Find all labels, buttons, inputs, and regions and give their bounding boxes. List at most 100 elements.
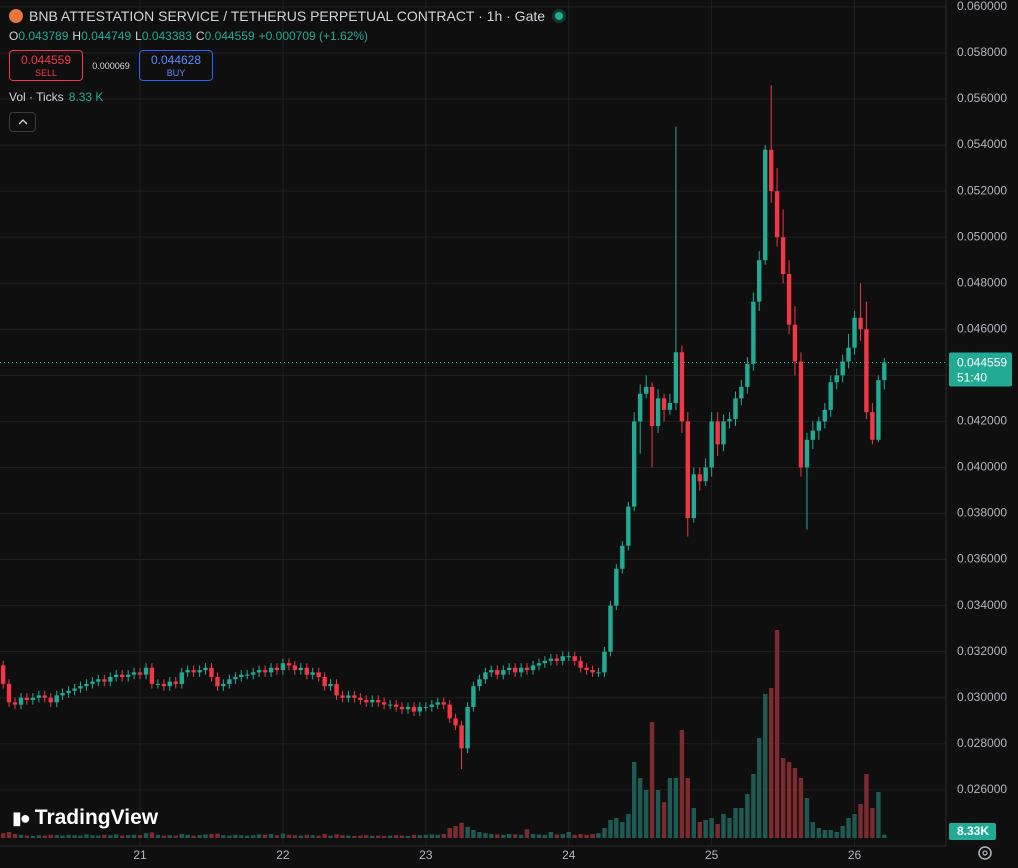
volume-bar xyxy=(233,834,238,838)
candle-body xyxy=(774,191,780,238)
candle-body xyxy=(340,695,345,698)
candle-body xyxy=(405,706,411,710)
volume-tag xyxy=(949,823,996,840)
volume-bar xyxy=(876,792,881,838)
volume-bar xyxy=(48,834,53,838)
candle-body xyxy=(709,421,714,468)
candle-body xyxy=(411,706,417,712)
candle-body xyxy=(346,695,351,698)
sell-label: SELL xyxy=(34,68,58,78)
sell-price: 0.044559 xyxy=(20,53,72,67)
volume-bar xyxy=(149,832,155,838)
candle-body xyxy=(596,672,601,674)
volume-bar xyxy=(757,738,762,838)
ohlc-legend: O 0.043789 H 0.044749 L 0.043383 C 0.044559 … xyxy=(9,26,563,46)
candle-body xyxy=(423,706,429,708)
volume-bar xyxy=(465,826,470,838)
candle-body xyxy=(572,656,577,661)
candle-body xyxy=(471,686,476,707)
chart-title: BNB ATTESTATION SERVICE / TETHERUS PERPE… xyxy=(29,8,546,24)
candle-body xyxy=(620,545,625,569)
candle-body xyxy=(715,421,720,445)
candles xyxy=(0,85,887,770)
volume-bar xyxy=(751,774,756,838)
volume-bar xyxy=(42,835,47,838)
volume-bar xyxy=(626,814,631,838)
buy-button[interactable]: 0.044628 BUY xyxy=(139,50,213,81)
candle-body xyxy=(381,702,387,705)
volume-bar xyxy=(733,808,738,838)
y-tick-label: 0.050000 xyxy=(957,229,1007,243)
candle-body xyxy=(376,700,381,703)
candle-body xyxy=(524,667,530,671)
volume-bar xyxy=(840,826,845,838)
volume-bar xyxy=(590,834,595,838)
volume-bar xyxy=(18,834,24,838)
volume-bar xyxy=(54,835,59,838)
candle-body xyxy=(274,667,280,671)
volume-bar xyxy=(602,828,607,838)
sell-button[interactable]: 0.044559 SELL xyxy=(9,50,83,81)
candle-body xyxy=(280,663,286,671)
candle-body xyxy=(548,658,554,661)
volume-bar xyxy=(441,834,446,838)
candle-body xyxy=(292,665,298,671)
volume-bar xyxy=(667,778,673,838)
volume-bar xyxy=(703,820,708,838)
caret xyxy=(18,119,27,125)
volume-bar xyxy=(560,834,565,838)
volume-bar xyxy=(477,832,482,838)
gear-center xyxy=(982,850,988,856)
volume-bar xyxy=(143,833,149,838)
candle-body xyxy=(614,568,619,606)
volume-bar xyxy=(691,808,696,838)
candle-body xyxy=(215,676,220,687)
volume-bar xyxy=(489,834,494,838)
candle-body xyxy=(24,697,30,701)
candle-body xyxy=(399,706,405,710)
candle-body xyxy=(840,361,845,376)
candle-body xyxy=(90,681,95,684)
volume-bar xyxy=(447,828,452,838)
volume-bar xyxy=(631,762,637,838)
volume-bar xyxy=(536,834,542,838)
candle-body xyxy=(697,474,702,482)
volume-bar xyxy=(471,830,476,838)
volume-bar xyxy=(227,835,232,838)
y-tick-label: 0.048000 xyxy=(957,275,1007,289)
settings-icon[interactable] xyxy=(978,846,992,860)
volume-bar xyxy=(245,835,250,838)
volume-bar xyxy=(125,835,131,838)
volume-bar xyxy=(72,835,77,838)
volume-bar xyxy=(137,835,143,838)
close-value: 0.044559 xyxy=(204,29,255,43)
open-label: O xyxy=(9,29,19,43)
collapse-button[interactable] xyxy=(9,112,36,132)
gear xyxy=(978,846,992,860)
volume-bar xyxy=(328,835,333,838)
volume-bar xyxy=(679,730,685,838)
candle-body xyxy=(506,667,512,671)
low-value: 0.043383 xyxy=(141,29,192,43)
close-label: C xyxy=(195,29,205,43)
y-tick-label: 0.026000 xyxy=(957,782,1007,796)
volume-bar xyxy=(870,808,875,838)
volume-bar xyxy=(221,835,226,838)
candle-body xyxy=(536,663,542,666)
candle-body xyxy=(131,672,137,675)
candle-body xyxy=(560,656,565,661)
volume-bar xyxy=(566,832,571,838)
volume-bar xyxy=(316,835,321,838)
volume-bar xyxy=(769,688,774,838)
volume-bar xyxy=(24,835,30,838)
candle-body xyxy=(185,670,190,673)
volume-bar xyxy=(36,835,42,838)
candle-body xyxy=(358,697,363,701)
volume-bar xyxy=(12,834,18,838)
candle-body xyxy=(310,672,315,675)
candle-body xyxy=(518,667,524,673)
y-tick-label: 0.032000 xyxy=(957,644,1007,658)
candle-body xyxy=(268,667,274,673)
volume-bar xyxy=(179,834,184,838)
